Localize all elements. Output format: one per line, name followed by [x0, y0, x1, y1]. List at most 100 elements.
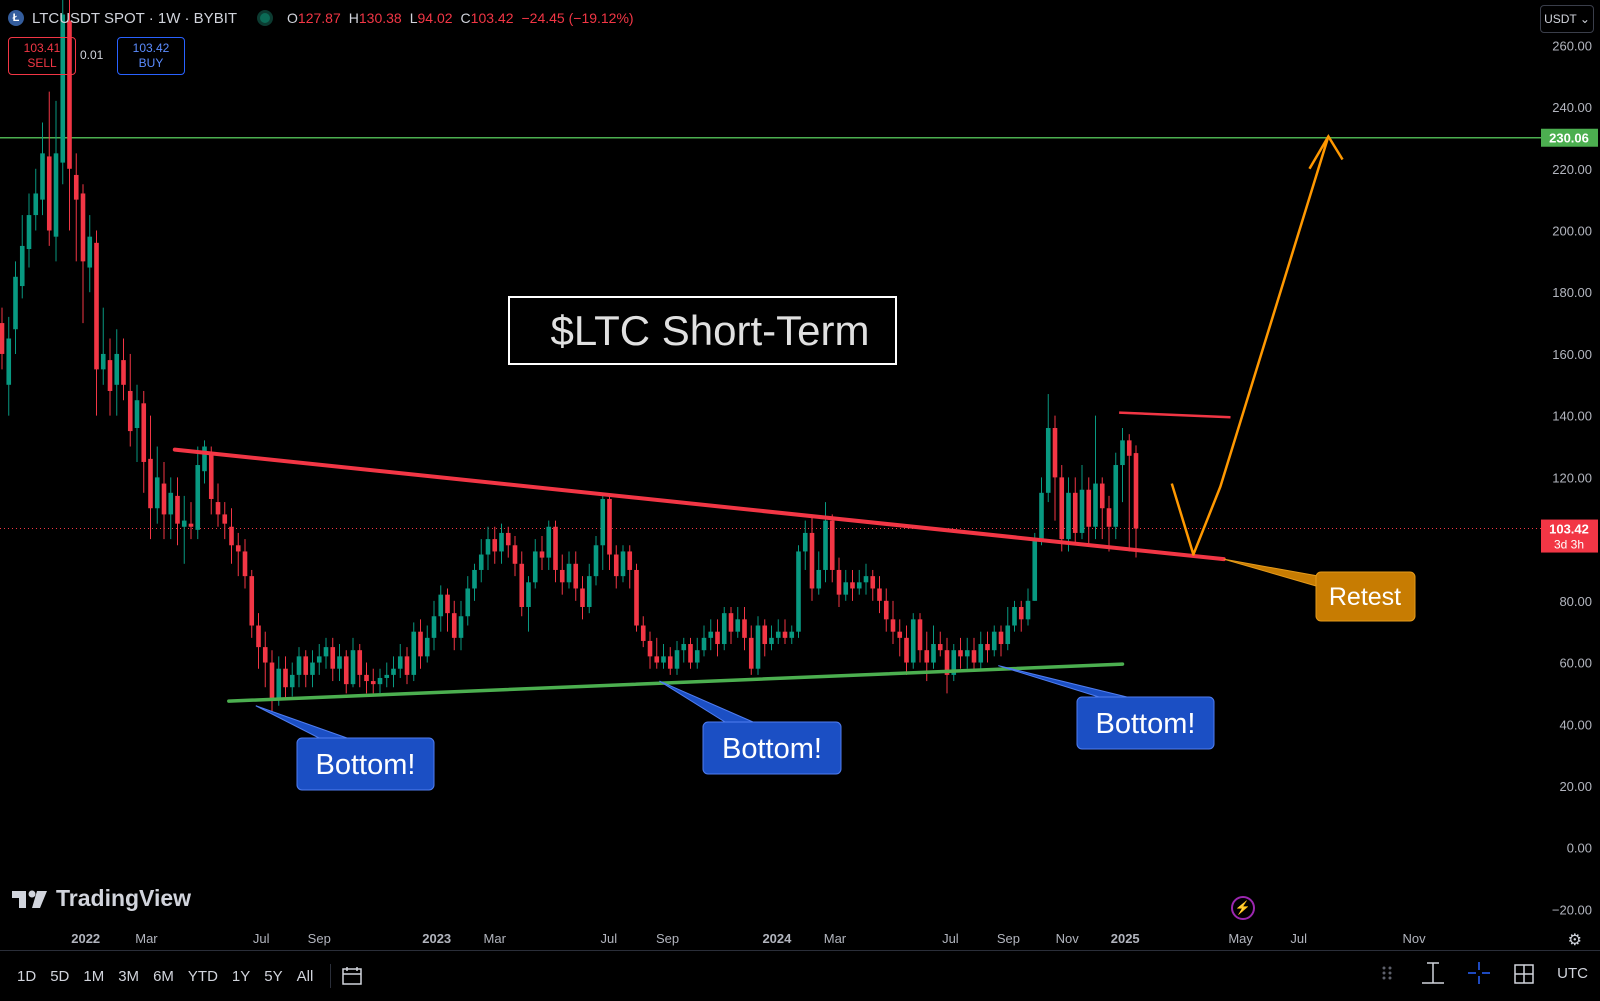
candle-body	[748, 637, 754, 669]
candle-body	[343, 656, 349, 685]
ohlc-close: C103.42	[460, 10, 514, 26]
candle-body	[229, 526, 234, 546]
candle-body	[816, 569, 822, 589]
candle-body	[1039, 492, 1044, 540]
candle-body	[789, 631, 795, 638]
candle-body	[364, 674, 369, 682]
timeframe-1m[interactable]: 1M	[83, 967, 105, 985]
timeframe-6m[interactable]: 6M	[153, 967, 174, 985]
date-range-icon[interactable]	[341, 966, 363, 986]
candle-body	[1099, 483, 1105, 509]
candle-body	[735, 619, 741, 632]
candle-body	[411, 631, 417, 675]
litecoin-icon: Ł	[8, 10, 24, 26]
candle-body	[964, 650, 970, 657]
gear-icon[interactable]: ⚙	[1567, 932, 1582, 949]
candle-body	[890, 619, 896, 632]
x-tick-label: 2025	[1111, 931, 1140, 946]
bottom-callout-box	[296, 737, 435, 791]
bar-countdown-label: 3d 3h	[1554, 538, 1584, 552]
timeframe-all[interactable]: All	[296, 967, 314, 985]
candle-body	[843, 582, 849, 595]
x-tick-label: Jul	[253, 931, 270, 946]
candle-body	[242, 551, 248, 577]
candle-body	[418, 631, 423, 657]
spread-value: 0.01	[80, 48, 104, 62]
candle-body	[107, 360, 113, 391]
candle-body	[370, 681, 376, 685]
timeframe-1y[interactable]: 1Y	[231, 967, 251, 985]
candle-body	[1045, 428, 1051, 493]
candle-body	[586, 576, 592, 607]
arrow-head	[1308, 133, 1344, 170]
bottom-callout-box	[1076, 696, 1215, 750]
timezone-button[interactable]: UTC	[1557, 965, 1588, 982]
bottom-toolbar: 1D 5D 1M 3M 6M YTD 1Y 5Y All	[0, 950, 1600, 1001]
timeframe-3m[interactable]: 3M	[118, 967, 140, 985]
candle-body	[80, 193, 86, 262]
tradingview-logo-icon	[12, 890, 47, 908]
candle-body	[445, 594, 450, 614]
projection-arrow	[1170, 136, 1330, 556]
candle-body	[607, 498, 612, 555]
candle-body	[681, 644, 687, 651]
candle-body	[721, 613, 727, 645]
symbol-title[interactable]: LTCUSDT SPOT · 1W · BYBIT	[32, 9, 238, 27]
candle-body	[728, 613, 734, 632]
timeframe-1d[interactable]: 1D	[17, 967, 37, 985]
candle-body	[775, 631, 781, 638]
candle-body	[478, 554, 484, 570]
candle-body	[688, 644, 693, 663]
candle-body	[674, 650, 680, 669]
candle-body	[546, 526, 552, 558]
candle-body	[451, 613, 457, 638]
candle-body	[215, 502, 221, 515]
buy-button[interactable]: 103.42 BUY	[117, 37, 185, 75]
currency-select[interactable]: USDT ⌄	[1540, 5, 1594, 33]
candle-body	[330, 647, 336, 669]
candle-body	[593, 545, 599, 577]
candle-body	[985, 644, 990, 651]
sell-button[interactable]: 103.41 SELL	[8, 37, 76, 75]
candle-body	[634, 569, 639, 626]
sell-price: 103.41	[23, 41, 61, 55]
candle-body	[856, 582, 862, 589]
x-tick-label: Sep	[308, 931, 331, 946]
price-range-icon[interactable]	[1418, 958, 1448, 988]
timeframe-5y[interactable]: 5Y	[264, 967, 283, 985]
bottom-callout-label: Bottom!	[722, 733, 822, 765]
ohlc-values: O127.87 H130.38 L94.02 C103.42 −24.45 (−…	[287, 10, 634, 26]
candle-body	[384, 674, 390, 678]
timeframe-5d[interactable]: 5D	[50, 967, 70, 985]
candle-body	[208, 452, 214, 499]
candle-body	[377, 677, 383, 685]
candle-body	[181, 520, 187, 527]
x-tick-label: Mar	[824, 931, 847, 946]
candle-body	[472, 569, 477, 589]
candle-body	[283, 668, 288, 688]
candle-body	[222, 514, 228, 524]
candle-body	[391, 668, 396, 675]
candle-body	[337, 656, 342, 669]
y-tick-label: 220.00	[1552, 162, 1592, 177]
candle-body	[148, 458, 153, 509]
candle-body	[701, 637, 707, 651]
lightning-icon[interactable]: ⚡	[1231, 896, 1255, 920]
drag-handle-icon[interactable]	[1372, 958, 1402, 988]
candle-body	[19, 245, 25, 287]
candle-body	[94, 242, 99, 370]
candle-body	[519, 563, 525, 607]
price-axis-panel	[1541, 0, 1600, 950]
candle-body	[573, 563, 579, 589]
timeframe-ytd[interactable]: YTD	[187, 967, 218, 985]
candle-body	[141, 403, 147, 462]
candle-body	[1032, 539, 1038, 601]
candle-body	[303, 656, 309, 675]
date-price-range-icon[interactable]	[1510, 958, 1540, 988]
candle-body	[991, 631, 997, 651]
candle-body	[863, 576, 869, 583]
crosshair-icon[interactable]	[1464, 958, 1494, 988]
candle-body	[910, 619, 916, 663]
y-tick-label: 20.00	[1559, 779, 1592, 794]
